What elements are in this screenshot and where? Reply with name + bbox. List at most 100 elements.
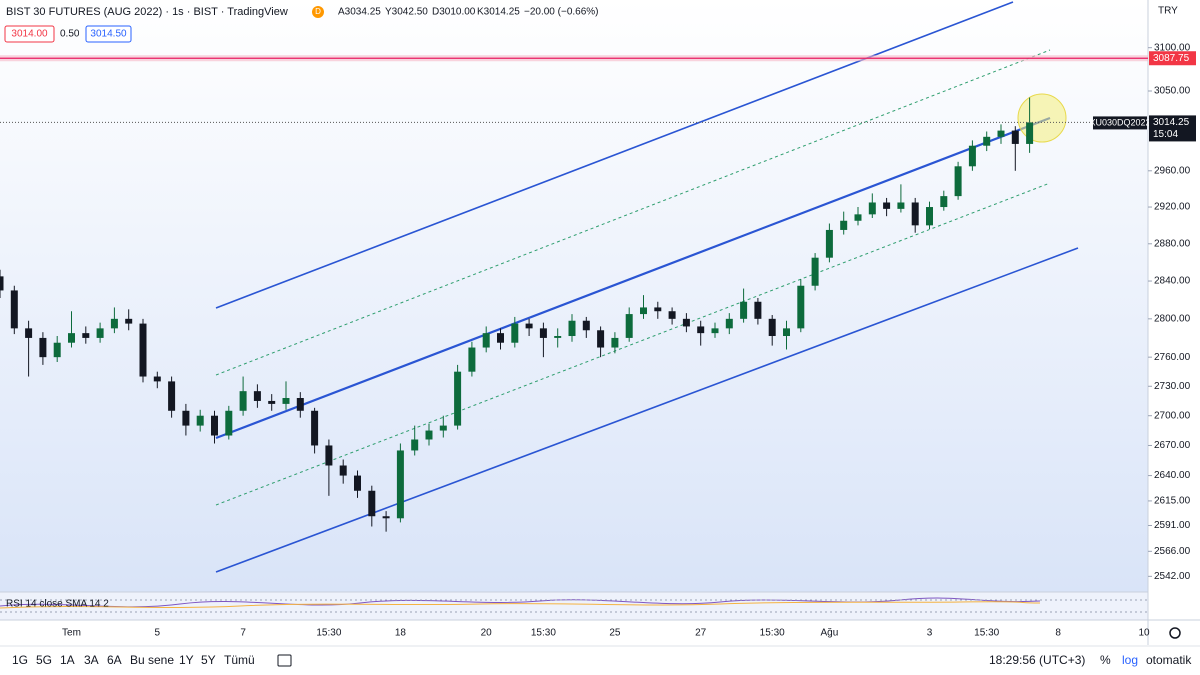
- candle-body: [926, 207, 933, 226]
- candle-body: [253, 391, 261, 401]
- settings-icon[interactable]: [1169, 627, 1181, 639]
- x-tick-label: 27: [695, 628, 707, 639]
- candle-body: [783, 328, 790, 337]
- candle-body: [597, 330, 605, 348]
- candle-body: [482, 333, 490, 348]
- channel-line: [215, 1, 1014, 309]
- range-button[interactable]: Tümü: [224, 653, 255, 667]
- y-tick-label: 2615.00: [1154, 496, 1191, 507]
- ohlc-high: Y3042.50: [385, 7, 428, 18]
- ohlc-change: −20.00 (−0.66%): [524, 7, 599, 18]
- candle-body: [110, 318, 118, 329]
- candle-body: [311, 410, 319, 446]
- candle-body: [139, 323, 147, 377]
- candle-body: [39, 337, 47, 358]
- y-tick-label: 2920.00: [1154, 202, 1191, 213]
- symbol-label: XU030DQ2022: [1089, 117, 1150, 127]
- candle-body: [282, 398, 290, 404]
- goto-date-icon[interactable]: [277, 654, 292, 667]
- y-tick-label: 2566.00: [1154, 546, 1191, 557]
- candle-body: [153, 376, 161, 382]
- candle-body: [497, 333, 504, 343]
- log-toggle[interactable]: log: [1122, 653, 1138, 667]
- last-price-label: 3014.25: [1153, 117, 1190, 128]
- channel-line: [215, 247, 1079, 573]
- candle-body: [0, 276, 4, 291]
- highlight-circle: [1017, 93, 1067, 143]
- ohlc-close: K3014.25: [477, 7, 520, 18]
- candle-body: [854, 214, 862, 221]
- candle-body: [711, 328, 719, 334]
- bid-box[interactable]: [4, 25, 55, 43]
- y-tick-label: 2880.00: [1154, 238, 1191, 249]
- candle-body: [554, 336, 562, 338]
- range-button[interactable]: 5G: [36, 653, 52, 667]
- range-button[interactable]: 3A: [84, 653, 99, 667]
- x-tick-label: 3: [927, 628, 933, 639]
- range-bar: 1G 5G 1A 3A 6A Bu sene 1Y 5Y Tümü: [12, 653, 255, 667]
- candle-body: [1011, 130, 1019, 144]
- candle-body: [354, 475, 361, 491]
- y-tick-label: 2800.00: [1154, 313, 1191, 324]
- x-tick-label: 5: [155, 628, 161, 639]
- candle-body: [211, 415, 218, 436]
- candle-body: [68, 333, 75, 343]
- candle-body: [868, 202, 876, 215]
- candle-body: [883, 202, 891, 209]
- range-button[interactable]: 1G: [12, 653, 28, 667]
- candle-body: [954, 166, 962, 197]
- candle-body: [697, 326, 705, 334]
- range-button[interactable]: 1Y: [179, 653, 194, 667]
- y-tick-label: 2840.00: [1154, 276, 1191, 287]
- candle-body: [439, 425, 447, 431]
- candle-body: [53, 342, 61, 358]
- bid[interactable]: 3014.00: [11, 29, 48, 40]
- candle-body: [625, 314, 633, 338]
- badge-text: D: [315, 7, 321, 16]
- x-tick-label: 20: [481, 628, 493, 639]
- candle-body: [425, 430, 433, 440]
- y-tick-label: 2640.00: [1154, 470, 1191, 481]
- y-tick-label: 2542.00: [1154, 571, 1191, 582]
- range-button[interactable]: Bu sene: [130, 653, 174, 667]
- ask-box[interactable]: [85, 25, 132, 43]
- candle-body: [768, 318, 776, 337]
- y-tick-label: 2760.00: [1154, 352, 1191, 363]
- candle-body: [654, 307, 662, 312]
- currency[interactable]: TRY: [1158, 6, 1178, 17]
- candle-body: [511, 323, 519, 343]
- alert-label: 3087.75: [1153, 53, 1190, 64]
- x-tick-label: 25: [609, 628, 621, 639]
- clock: 18:29:56 (UTC+3): [989, 653, 1085, 667]
- candle-body: [983, 136, 991, 146]
- candle-body: [825, 229, 833, 258]
- y-tick-label: 2670.00: [1154, 440, 1191, 451]
- candle-body: [1026, 122, 1034, 144]
- y-tick-label: 2730.00: [1154, 381, 1191, 392]
- percent-toggle[interactable]: %: [1100, 653, 1111, 667]
- candle-body: [539, 328, 547, 338]
- x-tick-label: 10: [1138, 628, 1150, 639]
- candle-body: [582, 320, 590, 331]
- range-button[interactable]: 6A: [107, 653, 122, 667]
- candle-body: [754, 301, 762, 319]
- candle-body: [125, 318, 133, 324]
- candle-body: [725, 318, 733, 329]
- candle-body: [225, 410, 233, 436]
- spread: 0.50: [60, 29, 80, 40]
- candle-body: [10, 290, 18, 329]
- candle-body: [682, 318, 690, 327]
- candle-body: [25, 328, 33, 338]
- range-button[interactable]: 1A: [60, 653, 75, 667]
- auto-toggle[interactable]: otomatik: [1146, 653, 1192, 667]
- y-tick-label: 2700.00: [1154, 410, 1191, 421]
- x-tick-label: 15:30: [531, 628, 556, 639]
- x-tick-label: Tem: [62, 628, 81, 639]
- candle-body: [640, 307, 647, 315]
- candle-body: [911, 202, 919, 226]
- x-tick-label: 8: [1055, 628, 1061, 639]
- ask[interactable]: 3014.50: [90, 29, 127, 40]
- candle-body: [468, 347, 476, 372]
- range-button[interactable]: 5Y: [201, 653, 216, 667]
